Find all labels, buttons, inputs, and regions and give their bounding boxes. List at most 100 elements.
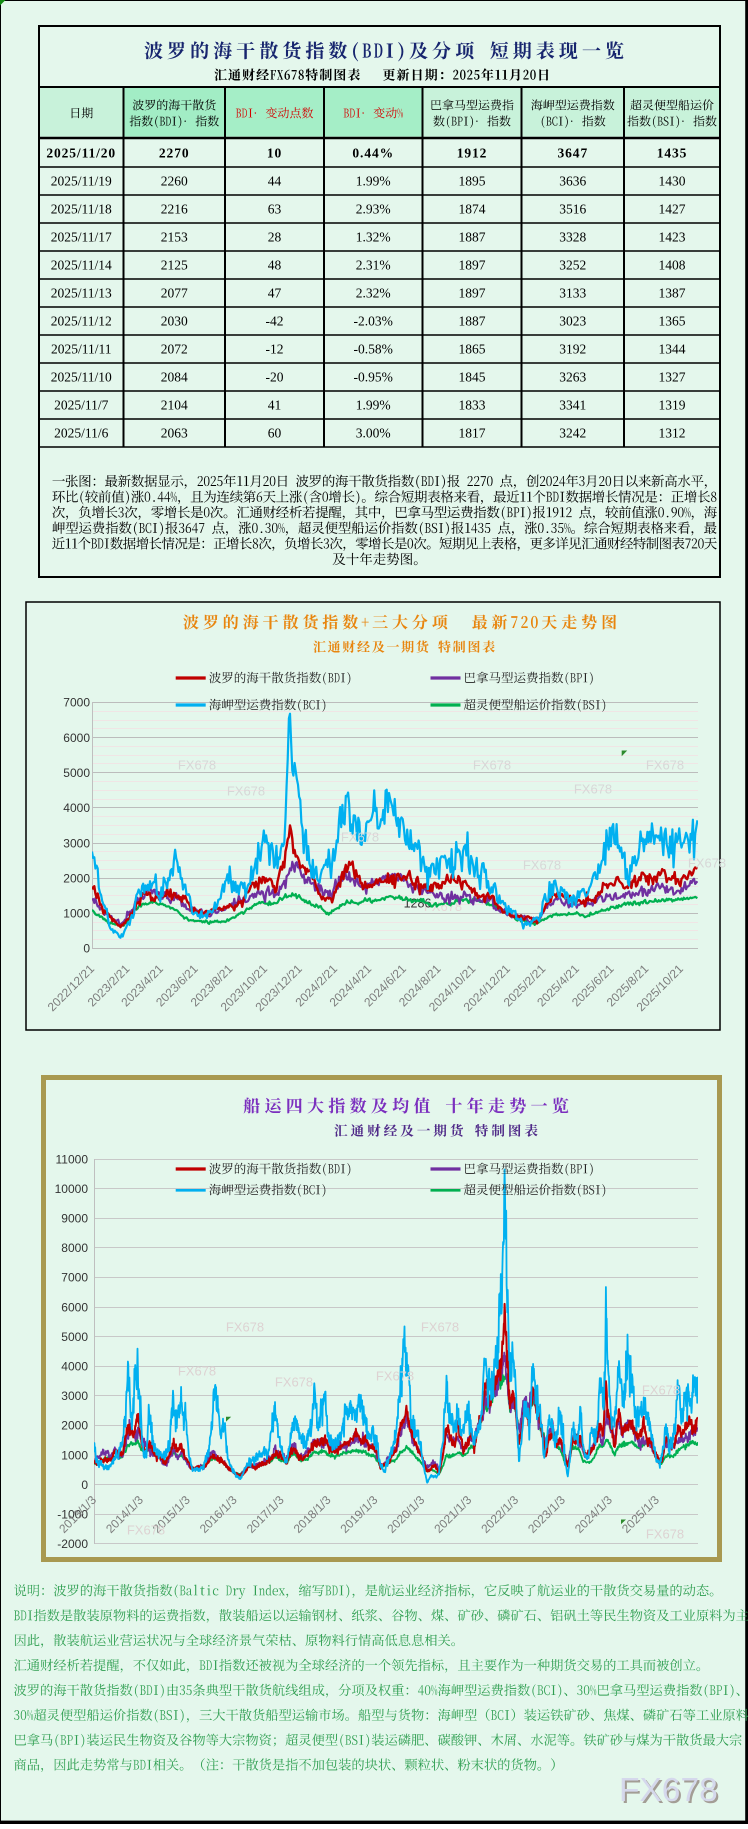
svg-text:1895: 1895 — [459, 174, 486, 189]
svg-text:1000: 1000 — [61, 1448, 88, 1462]
svg-text:3636: 3636 — [559, 174, 586, 189]
svg-text:FX678: FX678 — [646, 1527, 684, 1542]
svg-text:FX678: FX678 — [621, 1774, 720, 1811]
svg-text:9000: 9000 — [61, 1212, 88, 1226]
svg-text:2063: 2063 — [161, 426, 188, 441]
svg-text:FX678: FX678 — [275, 1375, 313, 1390]
svg-text:-2000: -2000 — [57, 1537, 88, 1551]
svg-text:-20: -20 — [266, 370, 284, 385]
svg-text:48: 48 — [268, 258, 282, 273]
svg-text:-0.95%: -0.95% — [354, 370, 393, 385]
svg-text:1.99%: 1.99% — [356, 174, 391, 189]
svg-text:1427: 1427 — [659, 202, 686, 217]
svg-text:3516: 3516 — [559, 202, 586, 217]
svg-text:1423: 1423 — [659, 230, 686, 245]
svg-text:41: 41 — [268, 398, 282, 413]
svg-text:2216: 2216 — [161, 202, 188, 217]
svg-text:2025/11/6: 2025/11/6 — [54, 426, 109, 441]
svg-text:1312: 1312 — [659, 426, 686, 441]
svg-text:2025/11/17: 2025/11/17 — [51, 230, 112, 245]
svg-text:-0.58%: -0.58% — [354, 342, 393, 357]
svg-text:3252: 3252 — [559, 258, 586, 273]
svg-text:FX678: FX678 — [619, 1772, 718, 1809]
svg-text:3192: 3192 — [559, 342, 586, 357]
svg-text:11000: 11000 — [56, 1152, 89, 1166]
svg-text:FX678: FX678 — [646, 758, 684, 773]
svg-text:FX678: FX678 — [227, 784, 265, 799]
svg-text:5000: 5000 — [63, 766, 90, 780]
svg-text:1912: 1912 — [457, 146, 488, 161]
svg-text:FX678: FX678 — [178, 758, 216, 773]
svg-text:2260: 2260 — [161, 174, 188, 189]
svg-text:2025/11/11: 2025/11/11 — [51, 342, 112, 357]
svg-text:0: 0 — [81, 1478, 88, 1492]
svg-text:1897: 1897 — [459, 258, 486, 273]
svg-text:-2.03%: -2.03% — [354, 314, 393, 329]
svg-text:-42: -42 — [266, 314, 284, 329]
svg-text:2025/11/12: 2025/11/12 — [51, 314, 112, 329]
svg-text:2030: 2030 — [161, 314, 188, 329]
svg-text:3000: 3000 — [61, 1389, 88, 1403]
svg-text:2000: 2000 — [61, 1419, 88, 1433]
svg-text:FX678: FX678 — [642, 1383, 680, 1398]
svg-text:10: 10 — [267, 146, 282, 161]
svg-text:2125: 2125 — [161, 258, 188, 273]
svg-text:1845: 1845 — [459, 370, 486, 385]
svg-text:8000: 8000 — [61, 1241, 88, 1255]
svg-text:1887: 1887 — [459, 314, 486, 329]
svg-text:1327: 1327 — [659, 370, 686, 385]
svg-text:3263: 3263 — [559, 370, 586, 385]
svg-text:-12: -12 — [266, 342, 284, 357]
svg-text:1365: 1365 — [659, 314, 686, 329]
svg-text:3.00%: 3.00% — [356, 426, 391, 441]
svg-text:FX678: FX678 — [226, 1320, 264, 1335]
svg-text:1817: 1817 — [459, 426, 486, 441]
svg-text:7000: 7000 — [63, 696, 90, 710]
svg-text:2025/11/19: 2025/11/19 — [51, 174, 112, 189]
svg-text:1887: 1887 — [459, 230, 486, 245]
svg-text:28: 28 — [268, 230, 282, 245]
svg-text:1408: 1408 — [659, 258, 686, 273]
svg-text:1865: 1865 — [459, 342, 486, 357]
svg-text:2025/11/10: 2025/11/10 — [51, 370, 112, 385]
svg-text:2025/11/14: 2025/11/14 — [51, 258, 112, 273]
svg-text:4000: 4000 — [61, 1360, 88, 1374]
svg-text:1.32%: 1.32% — [356, 230, 391, 245]
svg-text:5000: 5000 — [61, 1330, 88, 1344]
svg-text:3023: 3023 — [559, 314, 586, 329]
svg-text:1833: 1833 — [459, 398, 486, 413]
svg-text:2072: 2072 — [161, 342, 188, 357]
svg-text:-1000: -1000 — [57, 1508, 88, 1522]
svg-text:2025/11/18: 2025/11/18 — [51, 202, 112, 217]
svg-text:6000: 6000 — [61, 1300, 88, 1314]
svg-text:2077: 2077 — [161, 286, 188, 301]
svg-text:2104: 2104 — [161, 398, 188, 413]
svg-text:2.93%: 2.93% — [356, 202, 391, 217]
svg-text:6000: 6000 — [63, 731, 90, 745]
svg-text:7000: 7000 — [61, 1271, 88, 1285]
svg-text:FX678: FX678 — [341, 830, 379, 845]
svg-text:3133: 3133 — [559, 286, 586, 301]
svg-text:44: 44 — [268, 174, 282, 189]
svg-text:1897: 1897 — [459, 286, 486, 301]
svg-text:63: 63 — [268, 202, 282, 217]
svg-text:3341: 3341 — [559, 398, 586, 413]
svg-text:FX678: FX678 — [127, 1523, 165, 1538]
svg-text:2270: 2270 — [159, 146, 190, 161]
svg-text:2.31%: 2.31% — [356, 258, 391, 273]
svg-text:2.32%: 2.32% — [356, 286, 391, 301]
svg-text:1319: 1319 — [659, 398, 686, 413]
svg-text:2025/11/13: 2025/11/13 — [51, 286, 112, 301]
svg-text:2025/11/20: 2025/11/20 — [46, 146, 116, 161]
svg-text:60: 60 — [268, 426, 282, 441]
svg-text:0.44%: 0.44% — [352, 146, 394, 161]
svg-text:1874: 1874 — [459, 202, 486, 217]
svg-text:1.99%: 1.99% — [356, 398, 391, 413]
svg-text:2000: 2000 — [63, 871, 90, 885]
svg-text:1430: 1430 — [659, 174, 686, 189]
svg-text:1435: 1435 — [657, 146, 688, 161]
svg-text:FX678: FX678 — [376, 1369, 414, 1384]
svg-text:0: 0 — [83, 942, 90, 956]
svg-text:47: 47 — [268, 286, 282, 301]
svg-text:FX678: FX678 — [688, 856, 726, 871]
